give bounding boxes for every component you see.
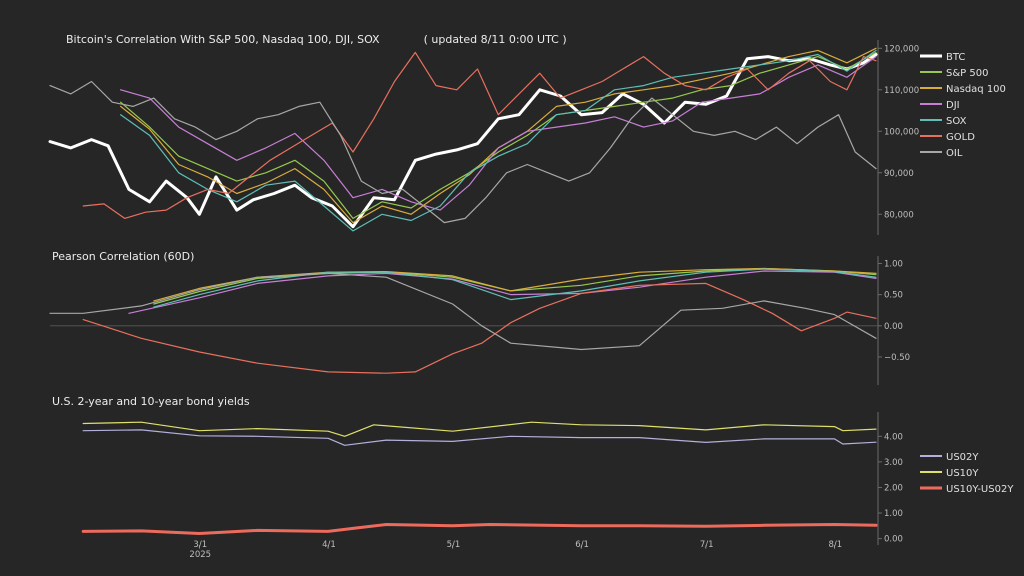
series-line-oil bbox=[49, 80, 877, 224]
x-tick-label: 5/1 bbox=[447, 540, 461, 550]
y-tick-label: −0.50 bbox=[884, 353, 910, 363]
chart-title: Bitcoin's Correlation With S&P 500, Nasd… bbox=[66, 33, 380, 46]
series-line-us10y bbox=[82, 421, 877, 437]
x-tick-label: 6/1 bbox=[575, 540, 589, 550]
series-line-sox bbox=[153, 268, 877, 308]
series-line-oil bbox=[49, 272, 877, 351]
y-tick-label: 1.00 bbox=[884, 259, 903, 269]
series-line-sox bbox=[120, 49, 877, 232]
series-line-btc bbox=[48, 53, 878, 229]
x-tick-label: 3/1 bbox=[193, 540, 207, 550]
y-tick-label: 120,000 bbox=[884, 44, 919, 54]
series-line-us02y bbox=[82, 429, 877, 446]
y-tick-label: 80,000 bbox=[884, 210, 914, 220]
y-tick-label: 1.00 bbox=[884, 509, 903, 519]
main-chart-title: Bitcoin's Correlation With S&P 500, Nasd… bbox=[52, 20, 567, 59]
legend-label-sox: SOX bbox=[946, 116, 967, 127]
series-line-us10y-us02y bbox=[81, 523, 878, 535]
y-tick-label: 2.00 bbox=[884, 483, 903, 493]
x-year-label: 2025 bbox=[189, 550, 211, 560]
series-line-dji bbox=[128, 270, 877, 314]
legend-label-oil: OIL bbox=[946, 148, 963, 159]
correlation-panel-title: Pearson Correlation (60D) bbox=[52, 250, 195, 263]
series-line-gold bbox=[82, 282, 877, 374]
series-line-nasdaq-100 bbox=[153, 267, 877, 302]
y-tick-label: 3.00 bbox=[884, 458, 903, 468]
x-tick-label: 4/1 bbox=[322, 540, 336, 550]
y-tick-label: 110,000 bbox=[884, 86, 919, 96]
y-tick-label: 100,000 bbox=[884, 127, 919, 137]
bond-panel-title: U.S. 2-year and 10-year bond yields bbox=[52, 395, 250, 408]
x-tick-label: 8/1 bbox=[828, 540, 842, 550]
y-tick-label: 0.00 bbox=[884, 535, 903, 545]
series-line-gold bbox=[82, 51, 877, 219]
legend-label-btc: BTC bbox=[946, 52, 965, 63]
y-tick-label: 90,000 bbox=[884, 169, 914, 179]
y-tick-label: 0.50 bbox=[884, 291, 903, 301]
legend-label-dji: DJI bbox=[946, 100, 960, 111]
legend-label-us02y: US02Y bbox=[946, 452, 979, 463]
legend-label-sandp-500: S&P 500 bbox=[946, 68, 988, 79]
y-tick-label: 0.00 bbox=[884, 322, 903, 332]
legend-label-gold: GOLD bbox=[946, 132, 975, 143]
legend-label-us10y-us02y: US10Y-US02Y bbox=[946, 484, 1014, 495]
legend-label-nasdaq-100: Nasdaq 100 bbox=[946, 84, 1006, 95]
y-tick-label: 4.00 bbox=[884, 432, 903, 442]
series-line-dji bbox=[120, 56, 877, 211]
legend-label-us10y: US10Y bbox=[946, 468, 979, 479]
x-tick-label: 7/1 bbox=[700, 540, 714, 550]
chart-subtitle: ( updated 8/11 0:00 UTC ) bbox=[423, 33, 567, 46]
